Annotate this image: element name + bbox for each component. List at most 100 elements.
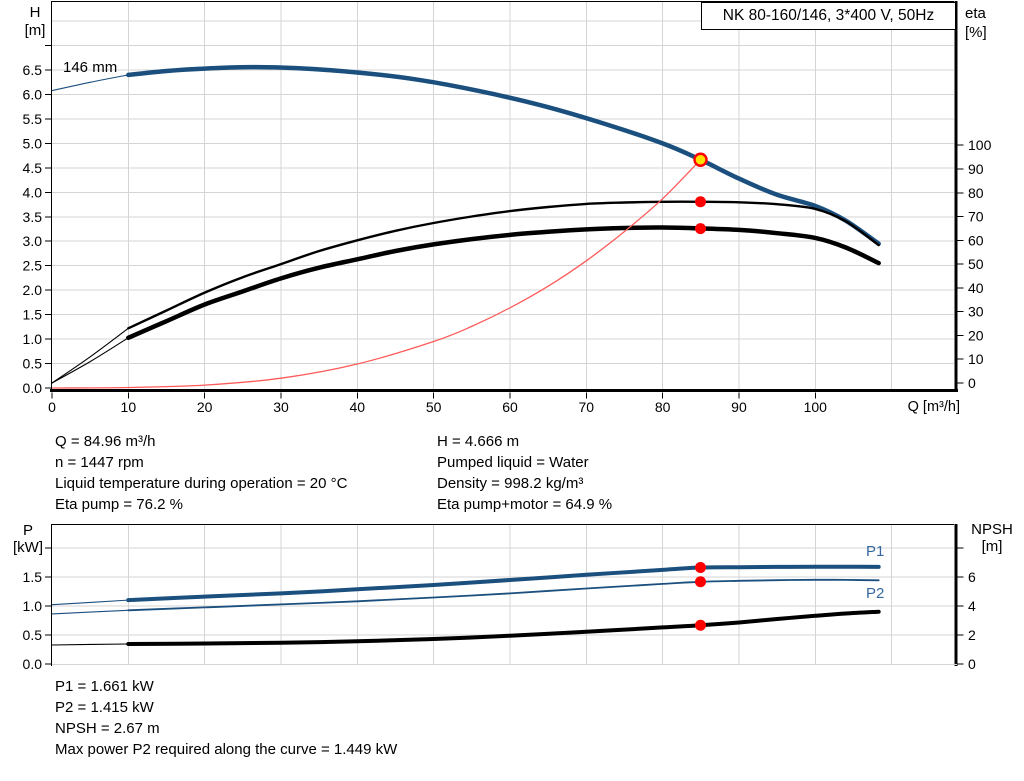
p1-op: [694, 561, 706, 573]
info-eta-pump-motor: Eta pump+motor = 64.9 %: [437, 496, 613, 513]
y-left-tick-label: 1.5: [23, 569, 43, 585]
gridlines-power: [52, 524, 954, 664]
y-left-tick-label: 1.0: [23, 331, 43, 347]
curve-system-curve: [51, 159, 702, 389]
p1-curve-label: P1: [866, 543, 885, 560]
x-tick-label: 90: [731, 399, 747, 415]
gridlines-qh: [52, 1, 954, 390]
curve-p2-inlet: [51, 609, 129, 615]
y-left-tick-label: 0.0: [23, 380, 43, 396]
duty-point[interactable]: [693, 152, 708, 167]
y-left-tick-label: 0.5: [23, 356, 43, 372]
x-tick-label: 60: [502, 399, 518, 415]
info-p2: P2 = 1.415 kW: [55, 699, 154, 716]
y-left-tick-label: 5.0: [23, 135, 43, 151]
info-head: H = 4.666 m: [437, 433, 520, 450]
p2-op: [694, 576, 706, 588]
y-right-tick-label: 20: [968, 327, 984, 343]
eta-pump-op: [694, 196, 706, 208]
series-power: [51, 564, 881, 646]
power-axis-symbol: P: [22, 522, 33, 539]
curve-npsh-inlet: [51, 643, 129, 646]
head-axis-unit: [m]: [24, 22, 46, 39]
flow-axis-title: Q [m³/h]: [907, 399, 960, 415]
y-left-tick-label: 6.0: [23, 86, 43, 102]
head-axis-title: H [m]: [12, 4, 58, 40]
y-left-tick-label: 0.0: [23, 656, 43, 672]
info-npsh: NPSH = 2.67 m: [55, 720, 160, 737]
markers-qh: [693, 152, 708, 235]
power-info-block: P1 = 1.661 kW P2 = 1.415 kW NPSH = 2.67 …: [55, 678, 397, 762]
y-left-tick-label: 0.5: [23, 627, 43, 643]
curve-head-146mm-inlet: [51, 74, 129, 92]
duty-info-left: Q = 84.96 m³/h n = 1447 rpm Liquid tempe…: [55, 433, 347, 517]
y-right-tick-label: 10: [968, 351, 984, 367]
y-right-tick-label: 2: [968, 627, 976, 643]
chart-qh: 0 10 20 30 40 50 60 70 80 90 1000.00.51.01.52.02.5…: [23, 1, 992, 415]
y-right-tick-label: 30: [968, 304, 984, 320]
npsh-axis-title: NPSH [m]: [961, 521, 1023, 555]
eta-axis-title: eta [%]: [965, 4, 1011, 42]
x-tick-label: 70: [579, 399, 595, 415]
axes-power: 0.0 0.5 1.0 1.5 0 2 4 6: [23, 524, 976, 672]
y-right-tick-label: 50: [968, 256, 984, 272]
x-tick-label: 0: [48, 399, 56, 415]
p2-curve-label: P2: [866, 585, 885, 602]
axes-qh: 0 10 20 30 40 50 60 70 80 90 1000.00.51.01.52.02.5…: [23, 1, 992, 415]
curve-eta-pump-inlet: [51, 327, 129, 384]
y-right-tick-label: 0: [968, 656, 976, 672]
info-eta-pump: Eta pump = 76.2 %: [55, 496, 183, 513]
y-right-tick-label: 60: [968, 232, 984, 248]
y-right-tick-label: 90: [968, 161, 984, 177]
info-p1: P1 = 1.661 kW: [55, 678, 154, 695]
head-axis-symbol: H: [29, 4, 41, 21]
x-tick-label: 30: [273, 399, 289, 415]
power-axis-title: P [kW]: [4, 522, 52, 556]
y-left-tick-label: 6.5: [23, 62, 43, 78]
y-right-tick-label: 100: [968, 137, 992, 153]
y-left-tick-label: 4.5: [23, 160, 43, 176]
info-density: Density = 998.2 kg/m³: [437, 475, 584, 492]
y-left-tick-label: 4.0: [23, 184, 43, 200]
y-left-tick-label: 1.5: [23, 307, 43, 323]
x-tick-label: 10: [121, 399, 137, 415]
y-left-tick-label: 3.0: [23, 233, 43, 249]
curve-p1: [126, 564, 881, 603]
power-axis-unit: [kW]: [13, 539, 43, 556]
curve-eta-pump-motor-inlet: [51, 337, 129, 384]
y-right-tick-label: 4: [968, 598, 976, 614]
x-tick-label: 20: [197, 399, 213, 415]
info-max-p2: Max power P2 required along the curve = …: [55, 741, 398, 758]
info-pumped-liquid: Pumped liquid = Water: [437, 454, 589, 471]
info-liquid-temp: Liquid temperature during operation = 20…: [55, 475, 348, 492]
eta-axis-symbol: eta: [965, 5, 986, 22]
curve-head-146mm: [126, 64, 881, 246]
y-left-tick-label: 2.0: [23, 282, 43, 298]
y-left-tick-label: 5.5: [23, 111, 43, 127]
x-tick-label: 100: [804, 399, 828, 415]
x-tick-label: 80: [655, 399, 671, 415]
curve-p1-inlet: [51, 599, 129, 606]
x-tick-label: 50: [426, 399, 442, 415]
curve-eta-pump: [127, 200, 880, 330]
info-speed: n = 1447 rpm: [55, 454, 144, 471]
y-right-tick-label: 6: [968, 569, 976, 585]
npsh-op: [694, 619, 706, 631]
x-tick-label: 40: [350, 399, 366, 415]
markers-power: [694, 561, 706, 631]
chart-power: 0.0 0.5 1.0 1.5 0 2 4 6: [23, 524, 976, 672]
y-left-tick-label: 2.5: [23, 258, 43, 274]
y-right-tick-label: 80: [968, 185, 984, 201]
eta-pump-motor-op: [694, 223, 706, 235]
curve-npsh: [126, 609, 881, 646]
npsh-axis-symbol: NPSH: [971, 521, 1013, 538]
pump-title-box: NK 80-160/146, 3*400 V, 50Hz: [701, 2, 956, 30]
impeller-diameter-label: 146 mm: [63, 59, 118, 76]
y-right-tick-label: 70: [968, 209, 984, 225]
y-right-tick-label: 0: [968, 375, 976, 391]
curve-p2: [127, 578, 880, 612]
info-flow: Q = 84.96 m³/h: [55, 433, 156, 450]
series-qh: [51, 64, 881, 389]
